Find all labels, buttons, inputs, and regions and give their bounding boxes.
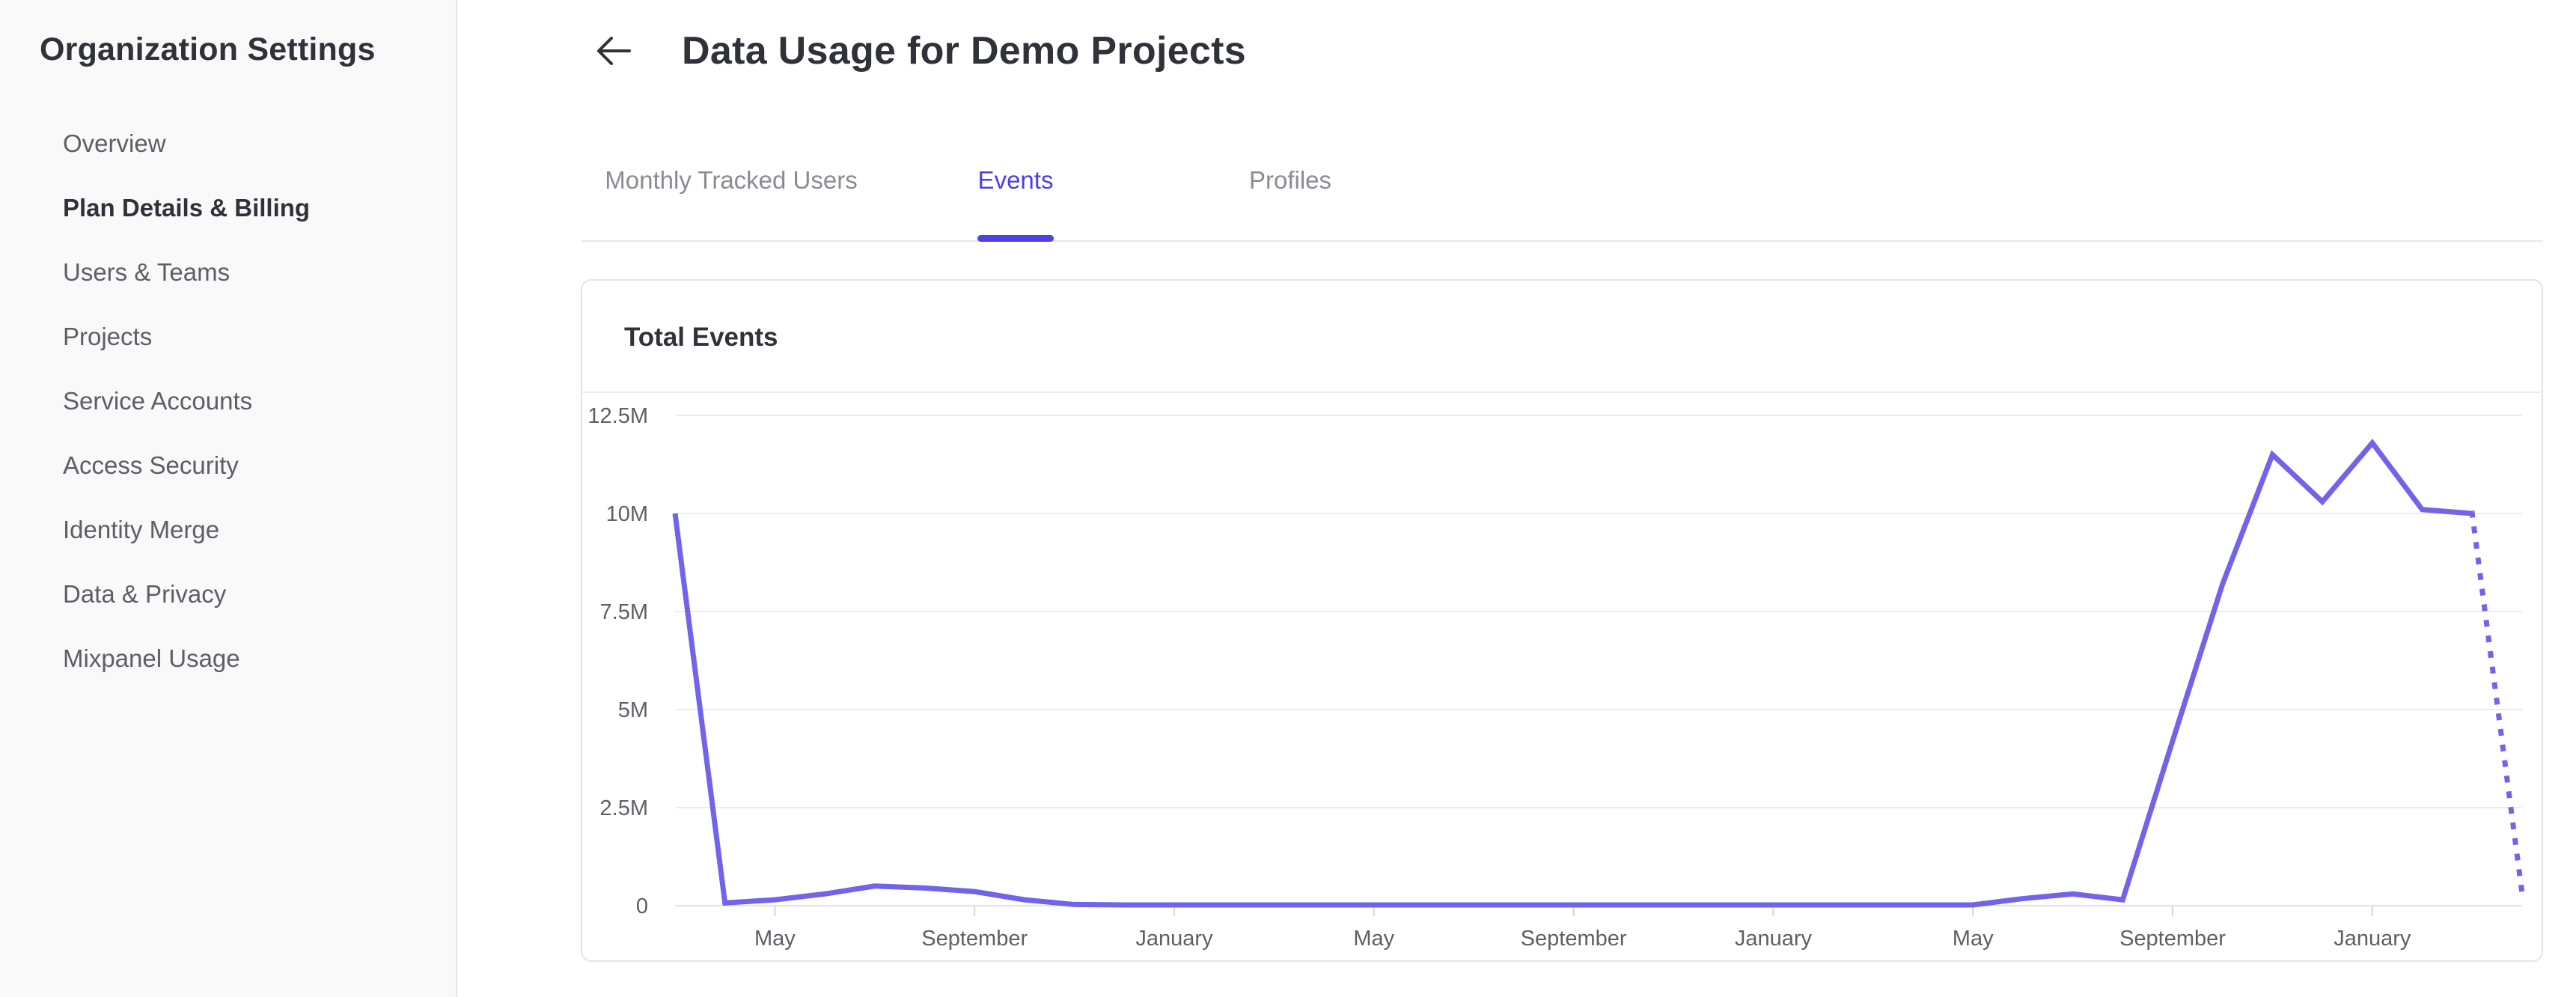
chart-line-dotted-projection (2469, 510, 2525, 896)
sidebar-item-label: Mixpanel Usage (63, 644, 240, 672)
sidebar-item-projects[interactable]: Projects (0, 305, 456, 369)
total-events-line-chart: 12.5M 10M 7.5M 5M 2.5M 0 May September January Ma… (587, 404, 2525, 951)
sidebar-item-label: Users & Teams (63, 258, 231, 286)
x-axis-label: September (1521, 927, 1627, 951)
sidebar-item-label: Plan Details & Billing (63, 194, 311, 222)
sidebar-item-plan-details-billing[interactable]: Plan Details & Billing (0, 176, 456, 240)
tab-monthly-tracked-users[interactable]: Monthly Tracked Users (605, 166, 858, 194)
x-axis-label: January (2334, 927, 2411, 951)
sidebar-item-data-privacy[interactable]: Data & Privacy (0, 562, 456, 626)
sidebar-item-access-security[interactable]: Access Security (0, 433, 456, 498)
usage-card: Total Events 12.5M 10M 7.5M 5M 2.5M 0 May Septe… (581, 279, 2543, 962)
y-axis-label: 12.5M (587, 404, 648, 428)
sidebar-item-label: Service Accounts (63, 387, 253, 415)
left-arrow-icon (593, 37, 635, 74)
x-axis-label: January (1735, 927, 1813, 951)
active-tab-indicator (977, 235, 1054, 242)
y-axis-label: 2.5M (600, 796, 648, 820)
x-axis-label: May (754, 927, 796, 951)
card-title: Total Events (624, 323, 778, 352)
tabs-divider (581, 240, 2543, 242)
sidebar-item-label: Data & Privacy (63, 580, 227, 608)
sidebar-item-label: Access Security (63, 451, 239, 479)
card-divider (582, 391, 2542, 393)
tab-profiles[interactable]: Profiles (1248, 166, 1332, 194)
sidebar-item-overview[interactable]: Overview (0, 112, 456, 176)
y-axis-label: 10M (606, 502, 648, 526)
sidebar: Organization Settings Overview Plan Detai… (0, 0, 457, 997)
page-title: Data Usage for Demo Projects (682, 29, 1246, 73)
chart-line-total-events (672, 439, 2473, 908)
sidebar-item-users-teams[interactable]: Users & Teams (0, 240, 456, 305)
x-axis-label: May (1353, 927, 1394, 951)
sidebar-item-label: Projects (63, 323, 153, 350)
sidebar-title: Organization Settings (40, 31, 376, 67)
y-axis-label: 5M (618, 698, 648, 722)
sidebar-item-service-accounts[interactable]: Service Accounts (0, 369, 456, 433)
y-axis-label: 0 (636, 894, 648, 918)
tab-events[interactable]: Events (977, 166, 1054, 194)
sidebar-item-mixpanel-usage[interactable]: Mixpanel Usage (0, 626, 456, 691)
x-axis-label: January (1135, 927, 1213, 951)
back-button[interactable] (593, 30, 635, 72)
y-axis-label: 7.5M (600, 600, 648, 624)
x-axis-label: September (921, 927, 1028, 951)
sidebar-item-label: Identity Merge (63, 516, 220, 543)
sidebar-item-identity-merge[interactable]: Identity Merge (0, 498, 456, 562)
sidebar-item-label: Overview (63, 129, 166, 157)
x-axis-label: September (2119, 927, 2226, 951)
x-axis-label: May (1953, 927, 1994, 951)
sidebar-nav: Overview Plan Details & Billing Users & Te… (0, 112, 456, 691)
